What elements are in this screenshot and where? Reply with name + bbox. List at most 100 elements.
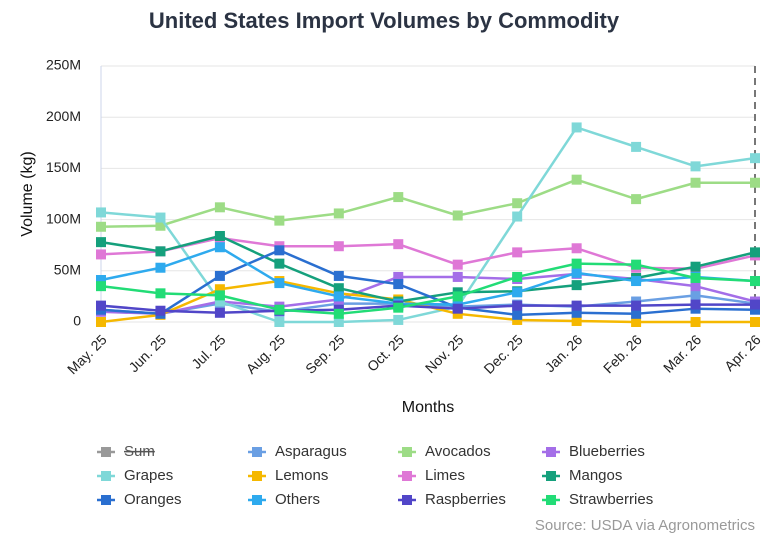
legend-marker — [252, 447, 262, 457]
series-line — [100, 126, 756, 324]
legend-label[interactable]: Mangos — [569, 467, 622, 484]
x-tick-label: Apr. 26 — [721, 331, 764, 374]
data-point — [631, 300, 642, 311]
x-tick-label: May. 25 — [64, 331, 110, 377]
series-line — [100, 249, 756, 317]
data-point — [393, 302, 404, 313]
data-point — [571, 280, 582, 291]
series-line — [100, 303, 755, 315]
data-point — [512, 198, 523, 209]
data-point — [96, 317, 106, 327]
legend-item[interactable]: Sum — [97, 443, 155, 460]
data-point — [512, 247, 523, 258]
data-point — [333, 208, 344, 219]
data-point — [155, 288, 166, 299]
legend-item[interactable]: Oranges — [97, 491, 182, 508]
y-tick-label: 150M — [46, 159, 81, 175]
legend-marker — [402, 495, 412, 505]
data-point — [452, 303, 463, 314]
data-point — [512, 271, 523, 282]
data-point — [690, 261, 701, 272]
data-point — [452, 259, 463, 270]
legend-marker — [402, 447, 412, 457]
legend-label[interactable]: Others — [275, 491, 320, 508]
data-point — [393, 314, 404, 325]
legend-item[interactable]: Mangos — [542, 467, 622, 484]
legend-label[interactable]: Asparagus — [275, 443, 347, 460]
data-point — [274, 258, 285, 269]
data-point — [631, 259, 642, 270]
data-point — [690, 317, 701, 327]
data-point — [214, 296, 225, 307]
data-point — [333, 241, 344, 252]
data-point — [96, 249, 106, 260]
x-tick-label: Jan. 26 — [542, 331, 586, 375]
legend-label[interactable]: Oranges — [124, 491, 182, 508]
data-point — [690, 281, 701, 292]
data-point — [96, 281, 106, 292]
data-point — [512, 287, 523, 298]
data-point — [96, 300, 106, 311]
data-point — [452, 308, 463, 319]
series-line — [100, 245, 756, 306]
data-point — [571, 243, 582, 254]
legend-item[interactable]: Raspberries — [398, 491, 506, 508]
x-tick-label: Jun. 25 — [125, 331, 169, 375]
x-tick-label: Mar. 26 — [660, 331, 704, 375]
x-tick-label: Jul. 25 — [188, 331, 229, 372]
data-point — [155, 262, 166, 273]
data-point — [155, 220, 166, 231]
data-point — [274, 278, 285, 289]
data-point — [571, 258, 582, 269]
legend-marker — [101, 447, 111, 457]
data-point — [690, 272, 701, 283]
data-point — [690, 177, 701, 188]
data-point — [512, 309, 523, 320]
legend-item[interactable]: Limes — [398, 467, 465, 484]
data-point — [333, 291, 344, 302]
legend-item[interactable]: Others — [248, 491, 320, 508]
data-point — [452, 291, 463, 302]
legend-label[interactable]: Blueberries — [569, 443, 645, 460]
legend-item[interactable]: Asparagus — [248, 443, 347, 460]
data-point — [512, 314, 523, 325]
legend-item[interactable]: Blueberries — [542, 443, 645, 460]
data-point — [393, 271, 404, 282]
data-point — [214, 242, 225, 253]
data-point — [214, 202, 225, 213]
data-point — [571, 315, 582, 326]
data-point — [452, 210, 463, 221]
data-point — [512, 300, 523, 311]
legend-item[interactable]: Lemons — [248, 467, 328, 484]
legend-label[interactable]: Avocados — [425, 443, 491, 460]
data-point — [631, 276, 642, 287]
legend-marker — [546, 471, 556, 481]
data-point — [333, 308, 344, 319]
legend-item[interactable]: Grapes — [97, 467, 173, 484]
legend-label[interactable]: Grapes — [124, 467, 173, 484]
data-point — [750, 177, 760, 188]
x-tick-label: Aug. 25 — [243, 331, 289, 377]
legend-marker — [252, 495, 262, 505]
data-point — [274, 317, 285, 327]
data-point — [393, 239, 404, 250]
data-point — [333, 270, 344, 281]
data-point — [96, 207, 106, 218]
legend-label[interactable]: Raspberries — [425, 491, 506, 508]
legend-label[interactable]: Sum — [124, 443, 155, 460]
data-point — [690, 290, 701, 301]
data-point — [96, 237, 106, 248]
data-point — [690, 161, 701, 172]
legend-label[interactable]: Lemons — [275, 467, 328, 484]
legend-item[interactable]: Avocados — [398, 443, 491, 460]
legend-marker — [546, 447, 556, 457]
legend-marker — [402, 471, 412, 481]
data-point — [96, 221, 106, 232]
legend-item[interactable]: Strawberries — [542, 491, 653, 508]
data-point — [571, 300, 582, 311]
y-tick-label: 0 — [73, 313, 81, 329]
legend-label[interactable]: Strawberries — [569, 491, 653, 508]
y-axis-label: Volume (kg) — [19, 151, 36, 236]
legend-label[interactable]: Limes — [425, 467, 465, 484]
